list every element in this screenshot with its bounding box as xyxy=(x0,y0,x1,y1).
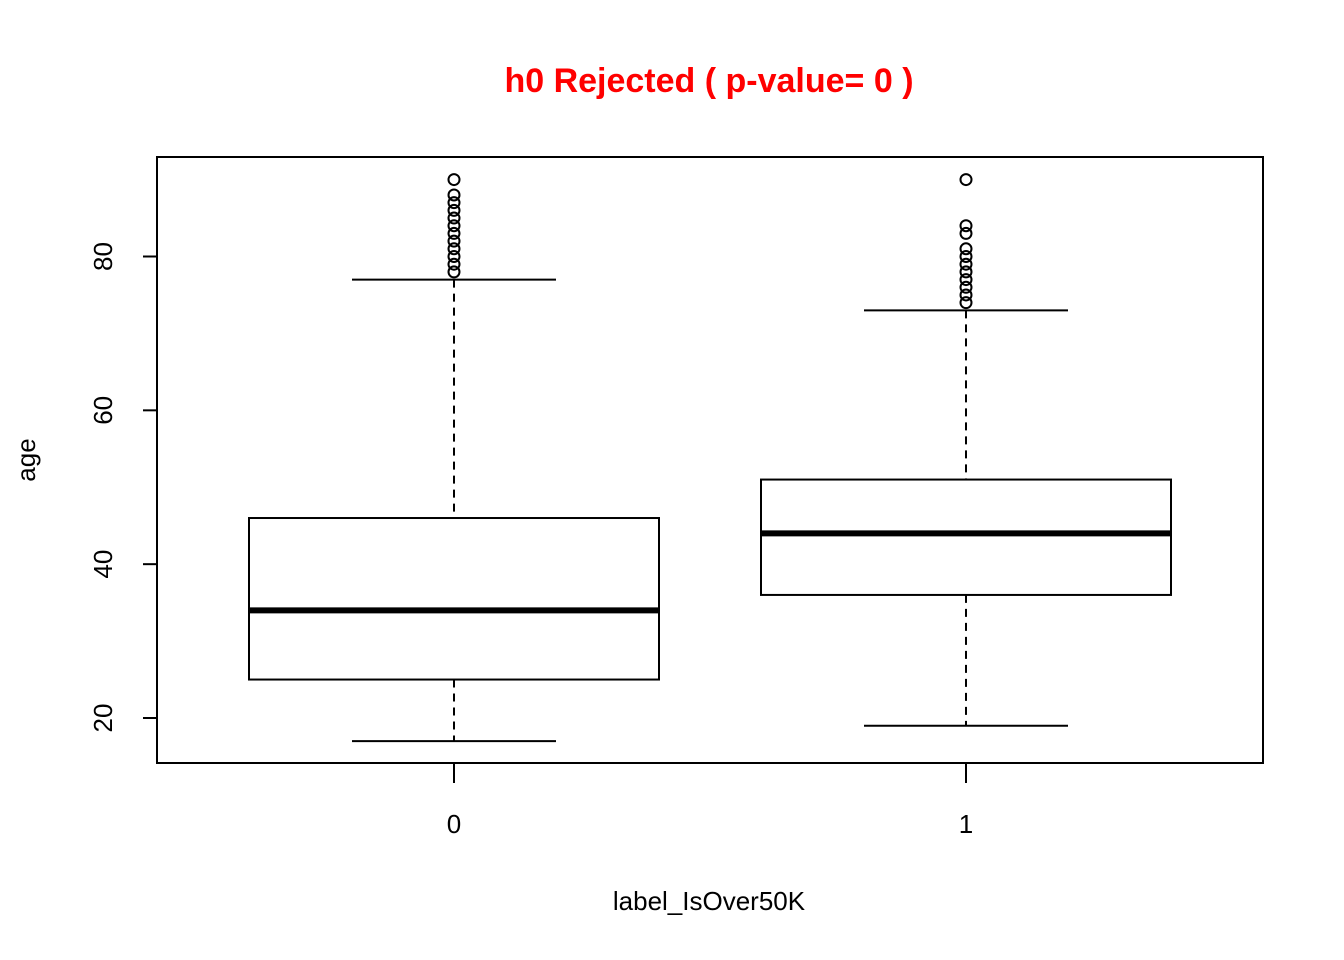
outlier-point xyxy=(447,196,461,210)
box-0 xyxy=(248,173,660,743)
iqr-box xyxy=(760,478,1172,596)
outlier-point xyxy=(447,211,461,225)
outlier-point xyxy=(447,219,461,233)
y-axis: 20 40 60 80 xyxy=(88,242,158,733)
outlier-point xyxy=(959,288,973,302)
box-group xyxy=(248,173,1172,743)
x-axis-label: label_IsOver50K xyxy=(613,886,806,916)
outlier-point xyxy=(447,188,461,202)
outlier-point xyxy=(959,265,973,279)
outlier-point xyxy=(959,250,973,263)
outlier-point xyxy=(959,173,973,187)
outlier-point xyxy=(447,203,461,217)
x-tick-label: 1 xyxy=(959,809,973,839)
y-tick-label: 20 xyxy=(88,704,118,733)
x-tick-label: 0 xyxy=(447,809,461,839)
outlier-point xyxy=(959,219,973,233)
outlier-point xyxy=(959,273,973,287)
outlier-point xyxy=(959,242,973,256)
outlier-point xyxy=(447,242,461,256)
box-1 xyxy=(760,173,1172,727)
outlier-point xyxy=(447,257,461,271)
outlier-point xyxy=(447,265,461,279)
iqr-box xyxy=(248,517,660,681)
outlier-point xyxy=(959,226,973,240)
y-axis-label: age xyxy=(11,438,41,481)
y-tick-label: 40 xyxy=(88,550,118,579)
outlier-point xyxy=(959,280,973,294)
outlier-point xyxy=(447,173,461,187)
outlier-point xyxy=(447,250,461,263)
y-tick-label: 60 xyxy=(88,396,118,425)
outlier-point xyxy=(447,226,461,240)
chart-title: h0 Rejected ( p-value= 0 ) xyxy=(504,62,913,100)
outlier-point xyxy=(959,257,973,271)
outlier-point xyxy=(447,234,461,248)
outlier-point xyxy=(959,296,973,310)
y-tick-label: 80 xyxy=(88,242,118,271)
